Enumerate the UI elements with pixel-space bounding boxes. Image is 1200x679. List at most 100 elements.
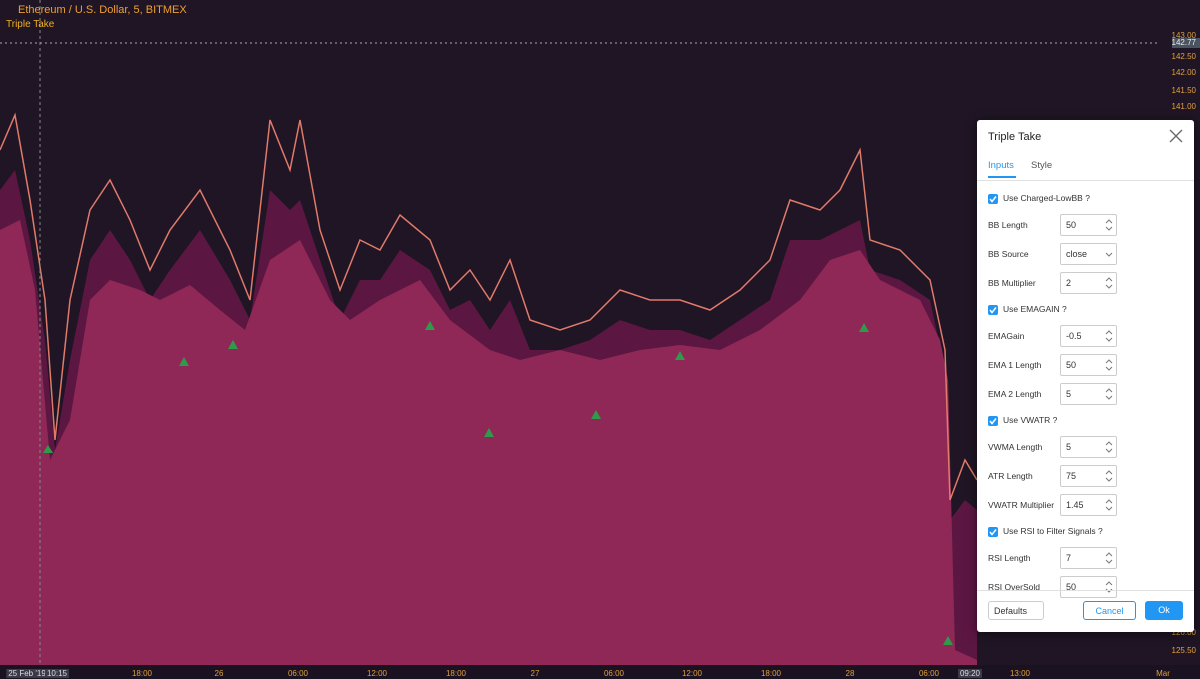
- input-row: VWATR Multiplier 1.45: [988, 494, 1188, 516]
- input-row: BB Multiplier 2: [988, 272, 1188, 294]
- checkbox-row[interactable]: Use EMAGAIN ?: [988, 301, 1188, 323]
- settings-dialog: Triple Take Inputs Style Use Charged-Low…: [977, 120, 1194, 632]
- number-input[interactable]: 1.45: [1060, 494, 1117, 516]
- spinner[interactable]: [1105, 388, 1113, 402]
- input-value: 5: [1066, 442, 1072, 452]
- dropdown-arrow[interactable]: [1105, 248, 1113, 262]
- dropdown[interactable]: close: [1060, 243, 1117, 265]
- number-input[interactable]: 50: [1060, 354, 1117, 376]
- time-label: 18:00: [445, 669, 467, 678]
- spinner[interactable]: [1105, 277, 1113, 291]
- input-value: 50: [1066, 582, 1077, 592]
- checkbox[interactable]: [988, 305, 998, 315]
- input-row: BB Source close: [988, 243, 1188, 265]
- input-value: 75: [1066, 471, 1077, 481]
- number-input[interactable]: 2: [1060, 272, 1117, 294]
- input-row: EMA 2 Length 5: [988, 383, 1188, 405]
- tab[interactable]: Inputs: [988, 160, 1014, 171]
- checkbox-label: Use EMAGAIN ?: [1003, 304, 1067, 314]
- checkbox-row[interactable]: Use RSI to Filter Signals ?: [988, 523, 1188, 545]
- number-input[interactable]: 5: [1060, 383, 1117, 405]
- input-label: EMA 2 Length: [988, 389, 1042, 399]
- checkbox-label: Use Charged-LowBB ?: [1003, 193, 1090, 203]
- spinner[interactable]: [1105, 552, 1113, 566]
- band-main: [0, 220, 977, 665]
- time-label: Mar: [1156, 669, 1170, 678]
- input-row: BB Length 50: [988, 214, 1188, 236]
- price-label: 142.50: [1171, 52, 1196, 61]
- checkbox[interactable]: [988, 416, 998, 426]
- input-row: VWMA Length 5: [988, 436, 1188, 458]
- input-value: 5: [1066, 389, 1072, 399]
- input-value: close: [1066, 249, 1088, 259]
- input-label: BB Length: [988, 220, 1028, 230]
- input-label: BB Multiplier: [988, 278, 1036, 288]
- cancel-button[interactable]: Cancel: [1083, 601, 1136, 620]
- spinner[interactable]: [1105, 470, 1113, 484]
- number-input[interactable]: 7: [1060, 547, 1117, 569]
- input-row: RSI OverSold 50: [988, 576, 1188, 598]
- checkbox[interactable]: [988, 527, 998, 537]
- check: [989, 529, 997, 536]
- check: [989, 307, 997, 314]
- time-label: 10:15: [44, 669, 70, 678]
- checkbox-label: Use RSI to Filter Signals ?: [1003, 526, 1103, 536]
- input-label: ATR Length: [988, 471, 1033, 481]
- input-label: BB Source: [988, 249, 1029, 259]
- time-label: 06:00: [287, 669, 309, 678]
- time-label: 18:00: [131, 669, 153, 678]
- input-row: EMAGain -0.5: [988, 325, 1188, 347]
- current-price: 142.77: [1171, 38, 1196, 47]
- indicator-name[interactable]: Triple Take: [6, 19, 55, 30]
- separator: [977, 180, 1194, 181]
- price-candles: [0, 112, 978, 501]
- checkbox[interactable]: [988, 194, 998, 204]
- input-value: 1.45: [1066, 500, 1084, 510]
- input-row: ATR Length 75: [988, 465, 1188, 487]
- ok-button[interactable]: Ok: [1145, 601, 1183, 620]
- input-label: EMAGain: [988, 331, 1025, 341]
- spinner[interactable]: [1105, 330, 1113, 344]
- time-label: 27: [530, 669, 540, 678]
- price-label: 141.50: [1171, 86, 1196, 95]
- input-row: EMA 1 Length 50: [988, 354, 1188, 376]
- checkbox-row[interactable]: Use Charged-LowBB ?: [988, 190, 1188, 212]
- time-label: 28: [845, 669, 855, 678]
- spinner[interactable]: [1105, 359, 1113, 373]
- tab[interactable]: Style: [1031, 160, 1053, 171]
- spinner[interactable]: [1105, 219, 1113, 233]
- input-value: 7: [1066, 553, 1072, 563]
- number-input[interactable]: -0.5: [1060, 325, 1117, 347]
- time-label: 06:00: [918, 669, 940, 678]
- number-input[interactable]: 50: [1060, 214, 1117, 236]
- time-label: 13:00: [1009, 669, 1031, 678]
- defaults-button[interactable]: Defaults: [988, 601, 1044, 620]
- input-label: EMA 1 Length: [988, 360, 1042, 370]
- input-label: RSI Length: [988, 553, 1031, 563]
- price-label: 125.50: [1171, 646, 1196, 655]
- time-label: 18:00: [760, 669, 782, 678]
- spinner[interactable]: [1105, 581, 1113, 595]
- price-label: 126.00: [1171, 628, 1196, 637]
- price-label: 143.00: [1171, 31, 1196, 40]
- price-label: 142.00: [1171, 68, 1196, 77]
- input-value: 50: [1066, 220, 1077, 230]
- input-value: -0.5: [1066, 331, 1082, 341]
- symbol-title: Ethereum / U.S. Dollar, 5, BITMEX: [18, 4, 187, 16]
- time-label: 06:00: [603, 669, 625, 678]
- separator: [977, 590, 1194, 591]
- spinner[interactable]: [1105, 441, 1113, 455]
- check: [989, 418, 997, 425]
- checkbox-row[interactable]: Use VWATR ?: [988, 412, 1188, 434]
- dialog-title: Triple Take: [988, 131, 1042, 143]
- price-label: 141.00: [1171, 102, 1196, 111]
- input-label: VWMA Length: [988, 442, 1043, 452]
- number-input[interactable]: 75: [1060, 465, 1117, 487]
- current-price-box: [1172, 38, 1200, 48]
- spinner[interactable]: [1105, 499, 1113, 513]
- number-input[interactable]: 5: [1060, 436, 1117, 458]
- check: [989, 196, 997, 203]
- close-button[interactable]: [1169, 129, 1183, 143]
- number-input[interactable]: 50: [1060, 576, 1117, 598]
